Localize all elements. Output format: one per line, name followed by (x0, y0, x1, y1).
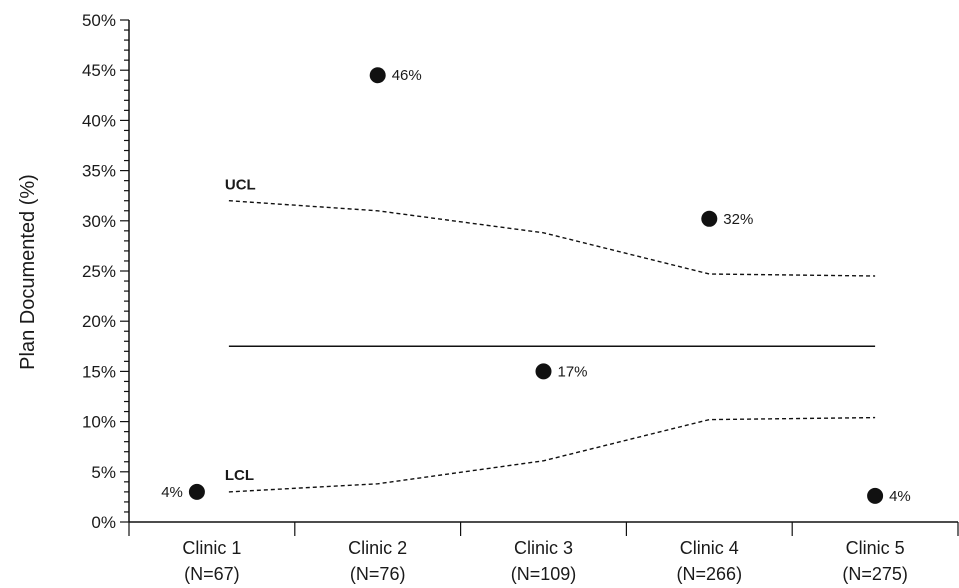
x-category-n-label: (N=266) (677, 564, 743, 584)
y-tick-label: 35% (82, 162, 116, 181)
x-category-label: Clinic 5 (846, 538, 905, 558)
control-lines: UCL LCL (225, 177, 876, 493)
ucl-line (228, 200, 876, 277)
y-tick-label: 5% (91, 463, 116, 482)
y-tick-label: 10% (82, 413, 116, 432)
x-category-label: Clinic 2 (348, 538, 407, 558)
data-point (369, 67, 386, 84)
data-point-label: 4% (161, 484, 183, 501)
x-category-n-label: (N=67) (184, 564, 240, 584)
x-category-label: Clinic 1 (182, 538, 241, 558)
data-point-label: 46% (392, 67, 422, 84)
lcl-label: LCL (225, 467, 254, 484)
ucl-label: UCL (225, 177, 256, 194)
x-category-label: Clinic 4 (680, 538, 739, 558)
y-tick-label: 45% (82, 61, 116, 80)
data-point (188, 483, 205, 500)
data-point-label: 32% (723, 211, 753, 228)
y-tick-label: 40% (82, 111, 116, 130)
x-category-label: Clinic 3 (514, 538, 573, 558)
x-category-n-label: (N=76) (350, 564, 406, 584)
x-category-n-label: (N=275) (842, 564, 908, 584)
data-points: 4% 46% 17% 32% 4% (161, 67, 911, 505)
data-point (867, 487, 884, 504)
data-point-label: 17% (558, 363, 588, 380)
x-axis: Clinic 1 (N=67) Clinic 2 (N=76) Clinic 3 (N=1… (128, 521, 959, 584)
y-tick-label: 50% (82, 11, 116, 30)
y-tick-label: 15% (82, 362, 116, 381)
y-axis: 0% 5% 10% 15% 20% 25% 30% 35% 40% 45% 50% (82, 11, 130, 532)
y-tick-label: 30% (82, 212, 116, 231)
data-point (535, 363, 552, 380)
y-tick-label: 20% (82, 312, 116, 331)
x-category-n-label: (N=109) (511, 564, 577, 584)
data-point (701, 210, 718, 227)
data-point-label: 4% (889, 488, 911, 505)
y-axis-title: Plan Documented (%) (17, 174, 39, 370)
y-tick-label: 0% (91, 513, 116, 532)
lcl-line (228, 416, 876, 493)
y-tick-label: 25% (82, 262, 116, 281)
